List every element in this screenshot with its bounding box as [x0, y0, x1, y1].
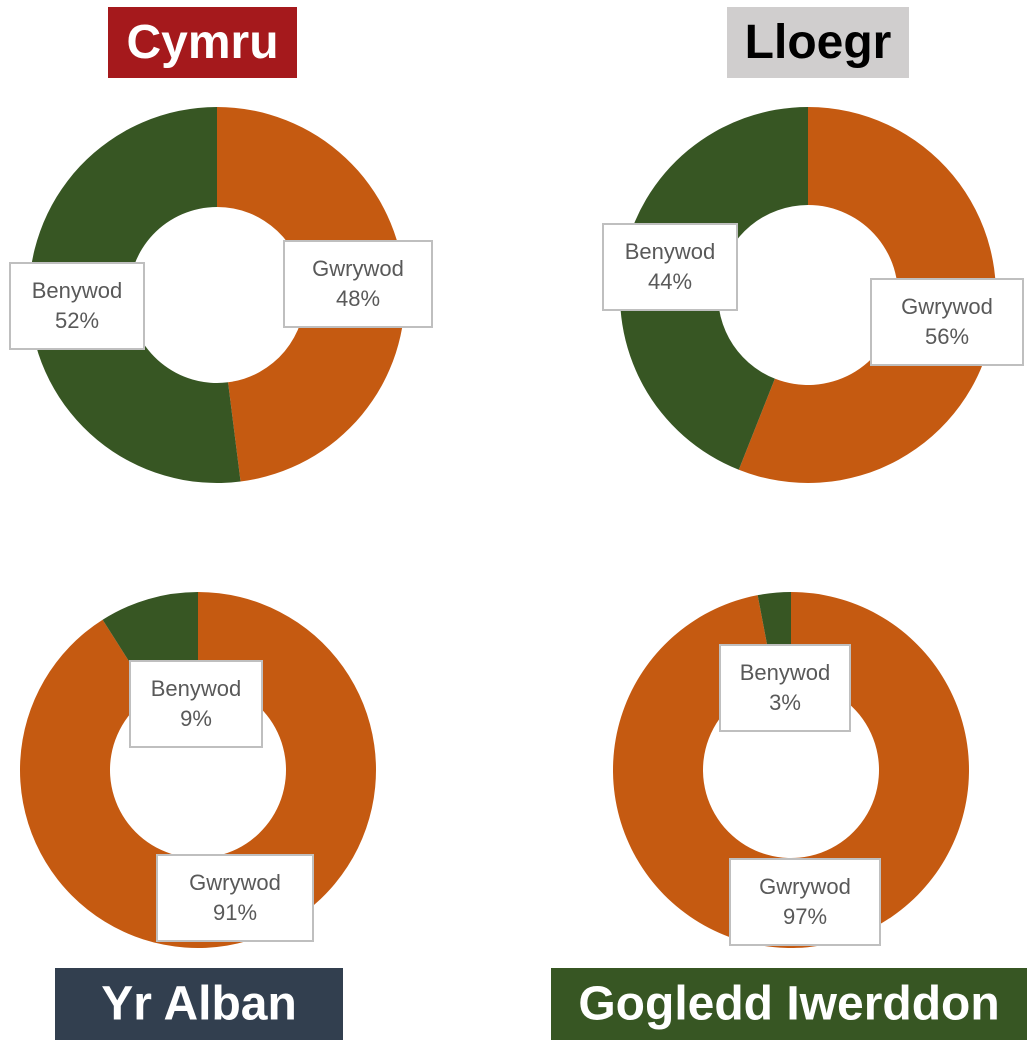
- category-label: Benywod: [740, 660, 831, 685]
- data-label-box: [729, 858, 881, 946]
- data-label: 3%: [769, 690, 801, 715]
- data-label: 56%: [925, 324, 969, 349]
- data-label: 97%: [783, 904, 827, 929]
- data-label-box: [283, 240, 433, 328]
- category-label: Gwrywod: [901, 294, 993, 319]
- title-box: [551, 968, 1027, 1040]
- title-box: [55, 968, 343, 1040]
- title-box: [108, 7, 297, 78]
- category-label: Gwrywod: [312, 256, 404, 281]
- donut-segment: [29, 107, 241, 483]
- data-label-box: [9, 262, 145, 350]
- data-label: 48%: [336, 286, 380, 311]
- data-label: 9%: [180, 706, 212, 731]
- donut-segment: [738, 107, 997, 484]
- category-label: Gwrywod: [759, 874, 851, 899]
- category-label: Benywod: [625, 239, 716, 264]
- data-label-box: [156, 854, 314, 942]
- chart-title: Yr Alban: [101, 978, 297, 1031]
- data-label-box: [129, 660, 263, 748]
- data-label: 91%: [213, 900, 257, 925]
- data-label: 44%: [648, 269, 692, 294]
- category-label: Gwrywod: [189, 870, 281, 895]
- donut-chart: Gwrywod 91% Benywod 9% Yr Alban: [20, 592, 377, 1040]
- donut-chart: Gwrywod 97% Benywod 3% Gogledd Iwerddon: [551, 592, 1027, 1040]
- chart-title: Cymru: [126, 16, 278, 69]
- data-label: 52%: [55, 308, 99, 333]
- donut-chart: Gwrywod 48% Benywod 52% Cymru: [9, 7, 433, 483]
- donut-chart: Gwrywod 56% Benywod 44% Lloegr: [602, 7, 1024, 484]
- title-box: [727, 7, 909, 78]
- data-label-box: [602, 223, 738, 311]
- category-label: Benywod: [32, 278, 123, 303]
- category-label: Benywod: [151, 676, 242, 701]
- chart-title: Lloegr: [745, 16, 892, 69]
- data-label-box: [719, 644, 851, 732]
- data-label-box: [870, 278, 1024, 366]
- chart-title: Gogledd Iwerddon: [578, 978, 999, 1031]
